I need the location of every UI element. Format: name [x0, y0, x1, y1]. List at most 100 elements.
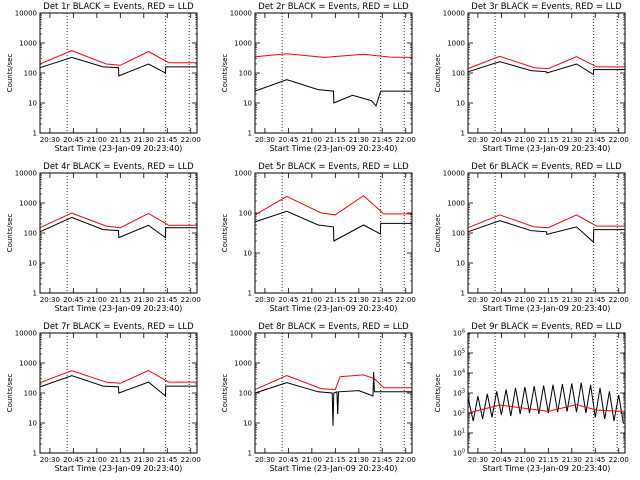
x-tick-label: 20:45: [491, 136, 511, 144]
x-tick-label: 21:45: [157, 296, 177, 304]
y-tick-label: 1000: [234, 170, 252, 178]
y-tick-label: 1000: [447, 40, 465, 48]
series-line-events: [467, 61, 625, 76]
x-tick-label: 20:30: [468, 136, 488, 144]
y-tick-label: 1: [33, 130, 37, 138]
series-line-events: [467, 382, 624, 424]
x-tick-label: 21:45: [372, 136, 392, 144]
x-tick-label: 21:15: [538, 296, 558, 304]
x-tick-label: 21:15: [325, 136, 345, 144]
x-tick-label: 20:45: [278, 136, 298, 144]
y-tick-label: 1: [461, 290, 465, 298]
series-line-lld: [254, 374, 412, 391]
plot-frame: [254, 172, 413, 294]
x-tick-label: 21:45: [585, 296, 605, 304]
series-line-lld: [467, 214, 625, 229]
plot-frame: [254, 332, 413, 454]
plot-frame: [39, 172, 198, 294]
x-tick-label: 21:30: [562, 456, 582, 464]
x-tick-label: 22:00: [609, 456, 629, 464]
y-axis-label: Counts/sec: [6, 374, 14, 413]
plot-frame: [467, 332, 626, 454]
y-tick-label: 1: [33, 450, 37, 458]
chart-title: Det 3r BLACK = Events, RED = LLD: [471, 2, 622, 12]
plot-frame: [467, 172, 626, 294]
chart-title: Det 1r BLACK = Events, RED = LLD: [43, 2, 194, 12]
chart-panel-4: Det 4r BLACK = Events, RED = LLD 1 10 100 10…: [6, 162, 201, 313]
x-tick-label: 20:30: [255, 296, 275, 304]
y-tick-label: 100: [239, 70, 252, 78]
y-tick-label: 1000: [19, 360, 37, 368]
x-tick-label: 20:45: [63, 456, 83, 464]
y-tick-label: 10000: [15, 10, 37, 18]
x-tick-label: 21:45: [372, 296, 392, 304]
y-axis-label: Counts/sec: [434, 374, 442, 413]
series-line-lld: [39, 212, 197, 229]
x-tick-label: 21:45: [585, 136, 605, 144]
x-tick-label: 21:45: [157, 456, 177, 464]
y-tick-label: 10000: [443, 10, 465, 18]
x-tick-label: 20:45: [63, 136, 83, 144]
y-tick-label: 10000: [230, 330, 252, 338]
y-axis-label: Counts/sec: [434, 214, 442, 253]
chart-panel-7: Det 7r BLACK = Events, RED = LLD 1 10 100 10…: [6, 322, 201, 473]
x-tick-label: 20:30: [468, 456, 488, 464]
chart-title: Det 8r BLACK = Events, RED = LLD: [258, 322, 409, 332]
y-tick-label: 100: [452, 70, 465, 78]
x-axis-label: Start Time (23-Jan-09 20:23:40): [55, 304, 183, 313]
x-tick-label: 21:15: [538, 456, 558, 464]
series-line-lld: [39, 50, 197, 66]
x-axis-label: Start Time (23-Jan-09 20:23:40): [483, 464, 611, 473]
chart-panel-9: Det 9r BLACK = Events, RED = LLD 100 101 10…: [434, 322, 629, 473]
y-tick-label: 1000: [234, 360, 252, 368]
chart-panel-8: Det 8r BLACK = Events, RED = LLD 1 10 100 10…: [221, 322, 416, 473]
y-tick-label: 100: [24, 70, 37, 78]
series-line-lld: [254, 53, 413, 58]
y-tick-label: 10: [243, 250, 252, 258]
y-tick-label: 102: [453, 409, 465, 418]
y-tick-label: 10: [243, 420, 252, 428]
y-tick-label: 10: [456, 100, 465, 108]
x-tick-label: 21:15: [325, 456, 345, 464]
x-tick-label: 21:15: [538, 136, 558, 144]
x-tick-label: 22:00: [396, 136, 416, 144]
y-tick-label: 1000: [234, 40, 252, 48]
y-tick-label: 10000: [15, 170, 37, 178]
y-tick-label: 10: [28, 100, 37, 108]
y-tick-label: 1: [248, 290, 252, 298]
y-tick-label: 100: [239, 210, 252, 218]
series-line-events: [39, 375, 197, 397]
series-line-events: [39, 216, 197, 239]
x-tick-label: 20:45: [278, 456, 298, 464]
x-tick-label: 22:00: [181, 296, 201, 304]
y-tick-label: 1000: [447, 200, 465, 208]
x-tick-label: 21:30: [349, 296, 369, 304]
chart-panel-6: Det 6r BLACK = Events, RED = LLD 1 10 100 10…: [434, 162, 629, 313]
y-tick-label: 1000: [19, 200, 37, 208]
x-tick-label: 21:00: [302, 456, 322, 464]
x-tick-label: 21:30: [349, 456, 369, 464]
x-tick-label: 21:45: [372, 456, 392, 464]
y-tick-label: 101: [453, 429, 465, 438]
plot-frame: [254, 12, 413, 134]
x-tick-label: 20:45: [63, 296, 83, 304]
y-tick-label: 100: [24, 230, 37, 238]
y-tick-label: 1: [248, 130, 252, 138]
x-axis-label: Start Time (23-Jan-09 20:23:40): [55, 144, 183, 153]
x-tick-label: 20:30: [468, 296, 488, 304]
y-tick-label: 10: [28, 260, 37, 268]
chart-title: Det 7r BLACK = Events, RED = LLD: [43, 322, 194, 332]
x-axis-label: Start Time (23-Jan-09 20:23:40): [55, 464, 183, 473]
y-axis-label: Counts/sec: [221, 374, 229, 413]
x-tick-label: 21:00: [515, 136, 535, 144]
chart-panel-5: Det 5r BLACK = Events, RED = LLD 1 10 100 10…: [221, 162, 416, 313]
plot-frame: [39, 12, 198, 134]
x-tick-label: 22:00: [609, 136, 629, 144]
series-line-lld: [254, 195, 412, 216]
x-tick-label: 20:45: [278, 296, 298, 304]
chart-title: Det 5r BLACK = Events, RED = LLD: [258, 162, 409, 172]
series-line-lld: [467, 55, 625, 70]
x-tick-label: 20:45: [491, 296, 511, 304]
series-line-events: [254, 79, 412, 107]
